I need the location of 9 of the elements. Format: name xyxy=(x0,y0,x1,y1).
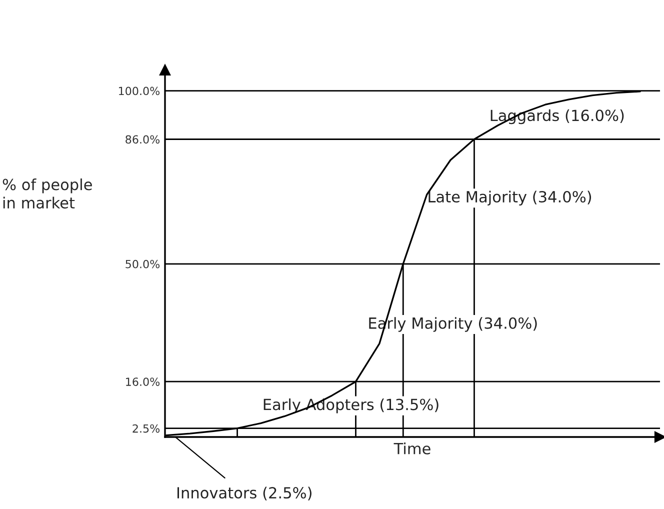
y-tick-label: 50.0% xyxy=(126,260,160,268)
y-tick-label: 2.5% xyxy=(132,424,160,433)
x-axis-title: Time xyxy=(394,442,430,454)
text: Innovators (2.5%) xyxy=(177,486,312,500)
annotation: Late Majority (34.0%) xyxy=(428,190,592,206)
y-axis-title: % of people in market xyxy=(2,178,92,209)
y-tick-label: 16.0% xyxy=(126,378,160,386)
y-tick-label: 100.0% xyxy=(118,86,160,96)
y-tick-label: 86.0% xyxy=(126,135,160,144)
